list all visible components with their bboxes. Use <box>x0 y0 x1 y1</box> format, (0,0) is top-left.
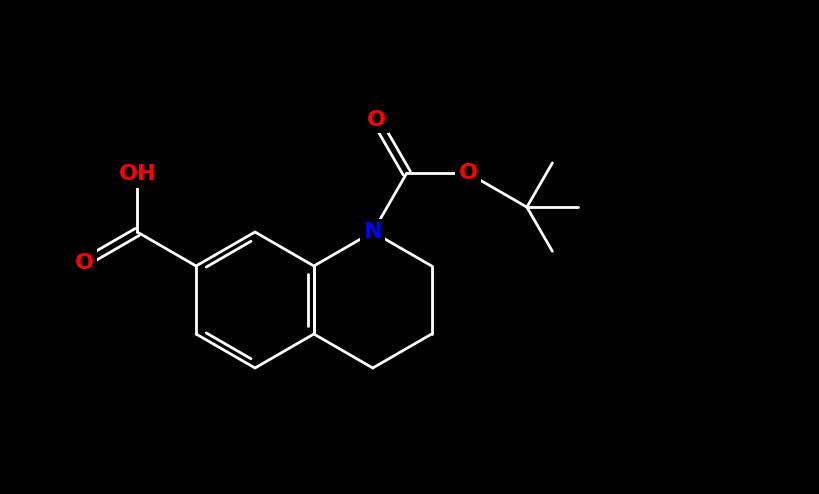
Text: OH: OH <box>119 164 156 184</box>
Text: O: O <box>75 252 93 273</box>
Text: O: O <box>459 163 477 183</box>
Text: N: N <box>364 222 382 242</box>
Text: O: O <box>367 110 386 130</box>
